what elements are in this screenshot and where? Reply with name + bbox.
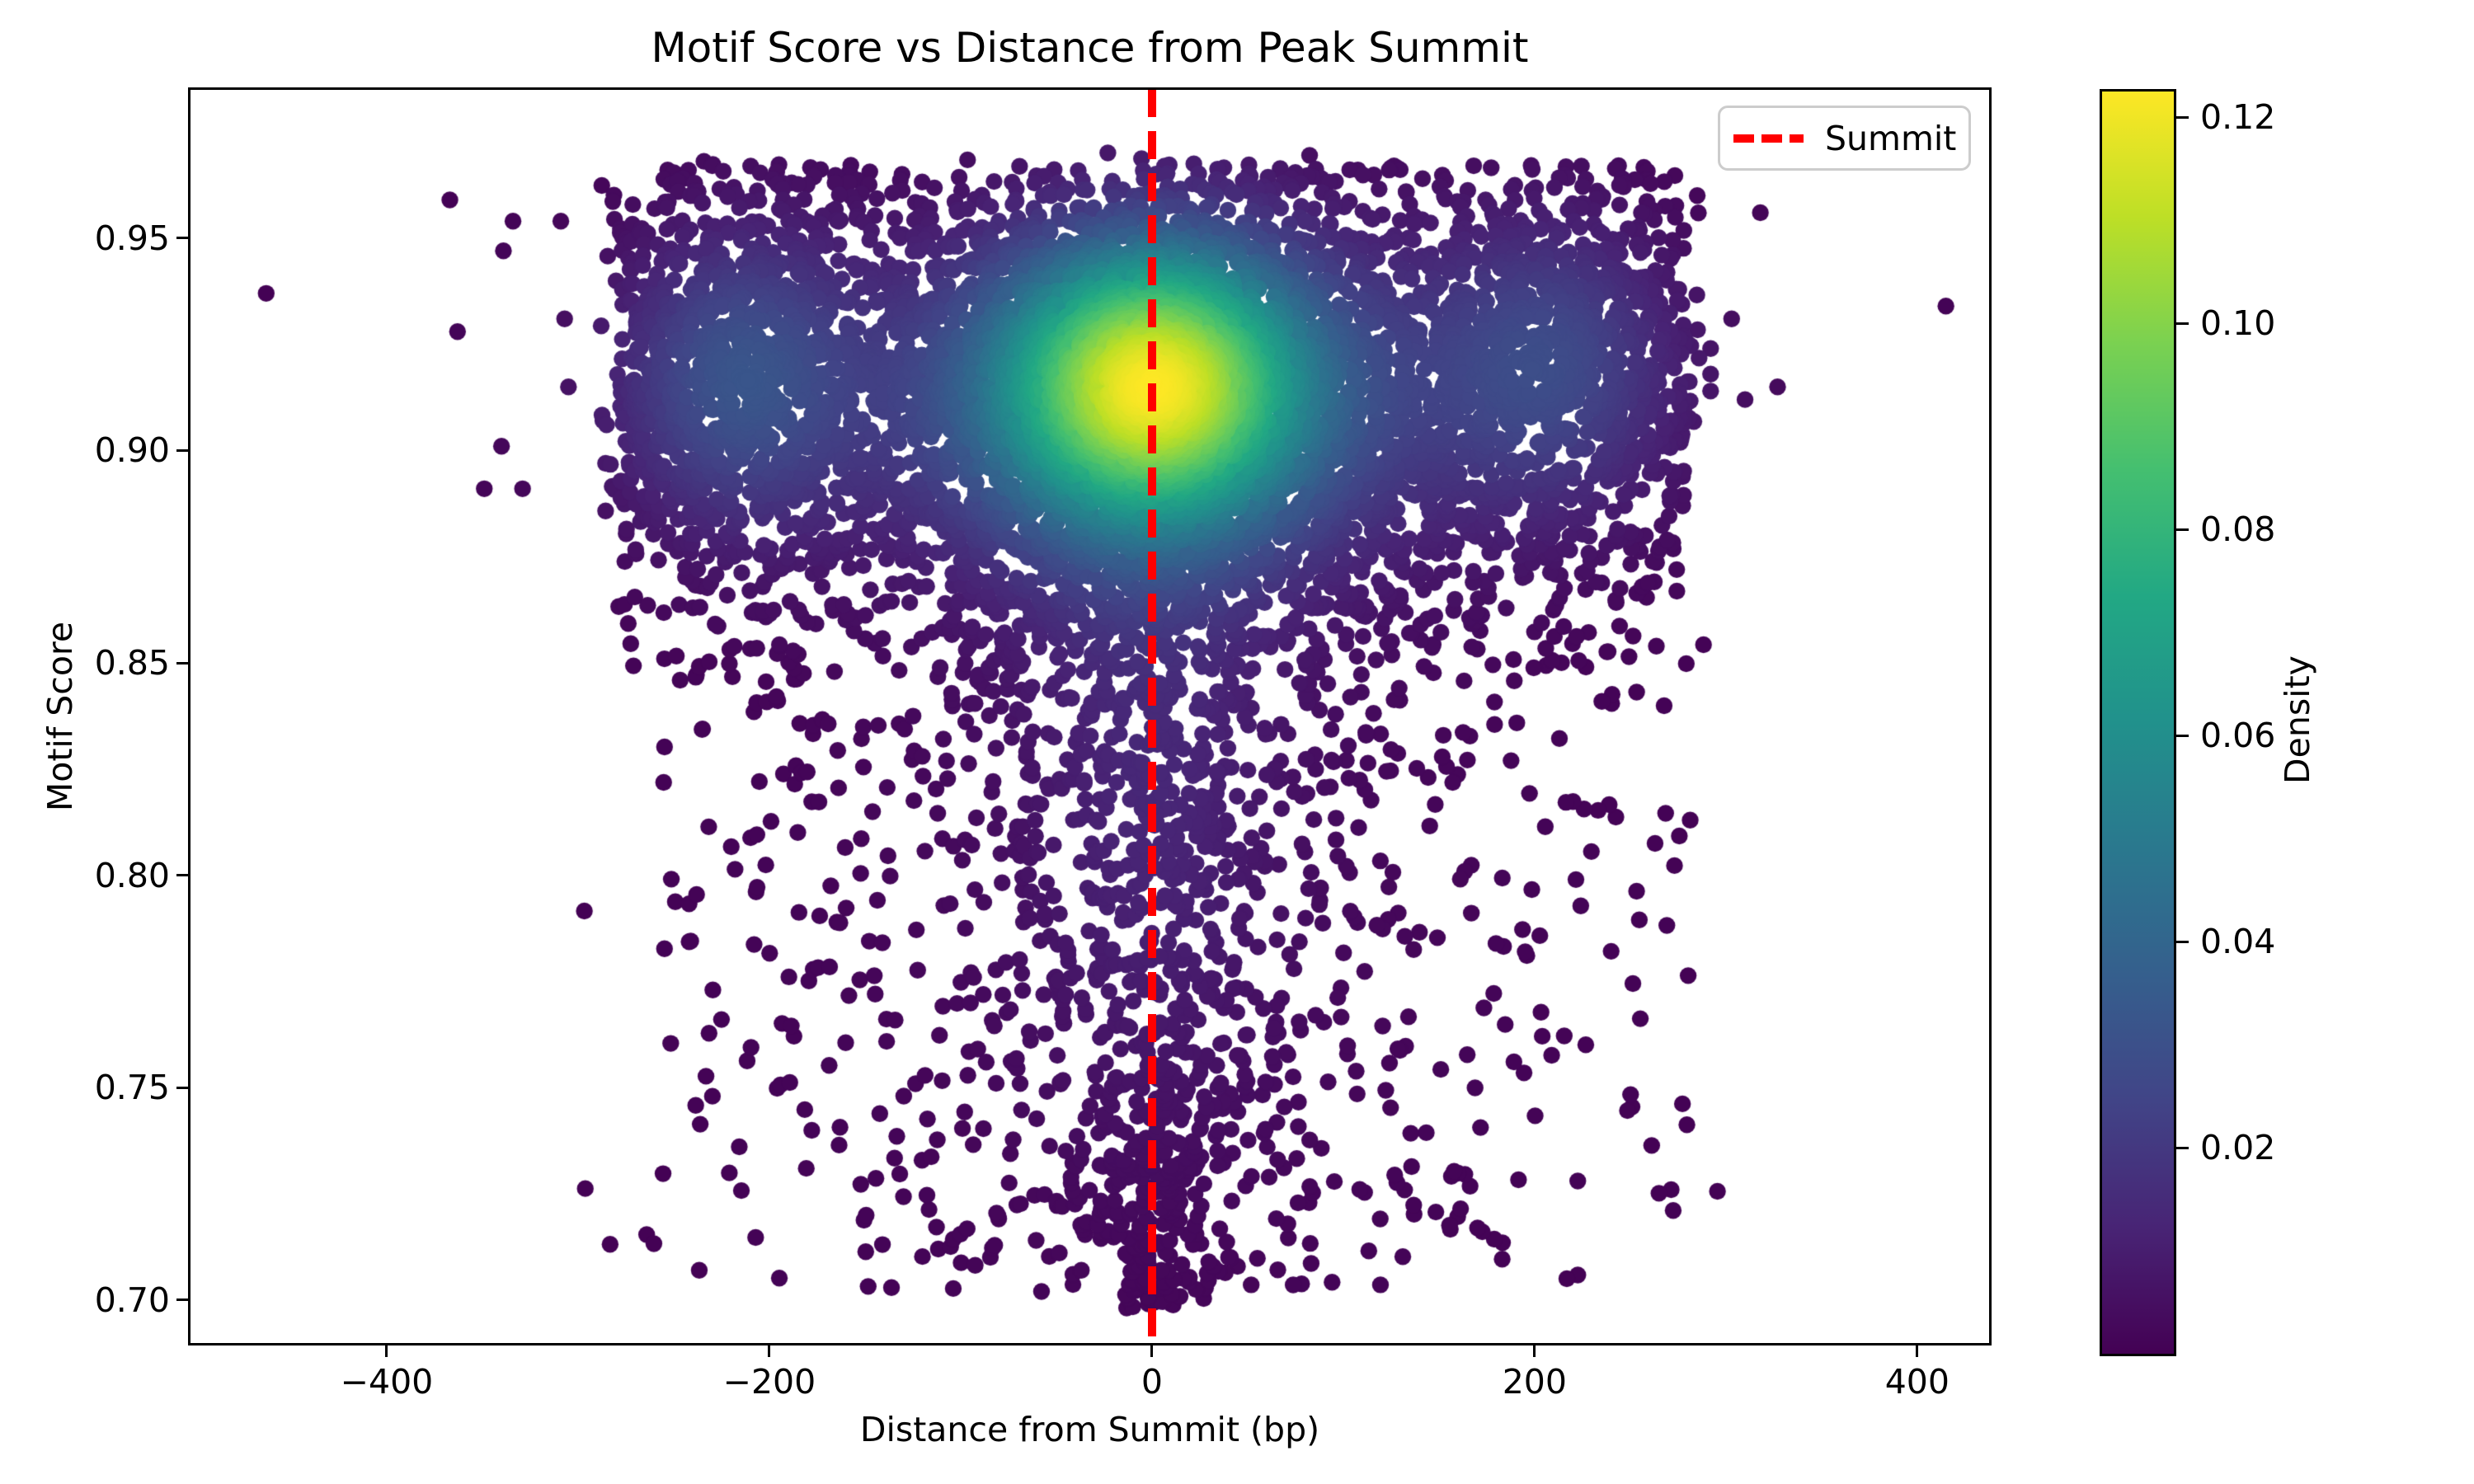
- page-title: Motif Score vs Distance from Peak Summit: [651, 24, 1529, 72]
- y-axis-label: Motif Score: [40, 621, 80, 812]
- scatter-plot-canvas: [190, 89, 1990, 1344]
- x-tick-label: 200: [1502, 1362, 1567, 1402]
- axes-frame: [188, 87, 1992, 1345]
- colorbar-tick-mark: [2176, 115, 2189, 119]
- x-tick-mark: [768, 1345, 771, 1357]
- colorbar-tick-mark: [2176, 734, 2189, 737]
- x-tick-mark: [1150, 1345, 1154, 1357]
- y-tick-label: 0.85: [94, 643, 170, 683]
- y-tick-mark: [176, 1298, 189, 1302]
- summit-line: [1147, 89, 1156, 1344]
- colorbar-tick-mark: [2176, 322, 2189, 325]
- y-tick-label: 0.90: [94, 430, 170, 471]
- y-tick-mark: [176, 874, 189, 877]
- colorbar-tick-label: 0.10: [2200, 303, 2276, 344]
- x-tick-label: −200: [722, 1362, 816, 1402]
- y-tick-label: 0.75: [94, 1068, 170, 1108]
- colorbar-tick-label: 0.02: [2200, 1128, 2276, 1168]
- colorbar-tick-mark: [2176, 940, 2189, 943]
- y-tick-label: 0.80: [94, 855, 170, 895]
- colorbar-tick-label: 0.06: [2200, 716, 2276, 756]
- colorbar-tick-mark: [2176, 1146, 2189, 1149]
- y-tick-mark: [176, 237, 189, 240]
- colorbar-gradient: [2100, 89, 2176, 1356]
- x-tick-label: 0: [1141, 1362, 1163, 1402]
- colorbar-tick-label: 0.04: [2200, 922, 2276, 962]
- colorbar-tick-mark: [2176, 528, 2189, 531]
- y-tick-mark: [176, 661, 189, 665]
- legend-label: Summit: [1825, 118, 1957, 158]
- colorbar-label: Density: [2278, 655, 2317, 784]
- colorbar-tick-label: 0.12: [2200, 97, 2276, 138]
- x-tick-mark: [1533, 1345, 1536, 1357]
- x-axis-label: Distance from Summit (bp): [859, 1410, 1320, 1449]
- colorbar-tick-label: 0.08: [2200, 510, 2276, 550]
- y-tick-label: 0.95: [94, 218, 170, 258]
- legend-dashed-line-icon: [1733, 134, 1804, 143]
- x-tick-mark: [385, 1345, 388, 1357]
- y-tick-mark: [176, 1086, 189, 1089]
- legend: Summit: [1718, 106, 1971, 171]
- y-tick-label: 0.70: [94, 1280, 170, 1320]
- x-tick-label: 400: [1884, 1362, 1950, 1402]
- y-tick-mark: [176, 448, 189, 452]
- x-tick-mark: [1916, 1345, 1919, 1357]
- x-tick-label: −400: [340, 1362, 434, 1402]
